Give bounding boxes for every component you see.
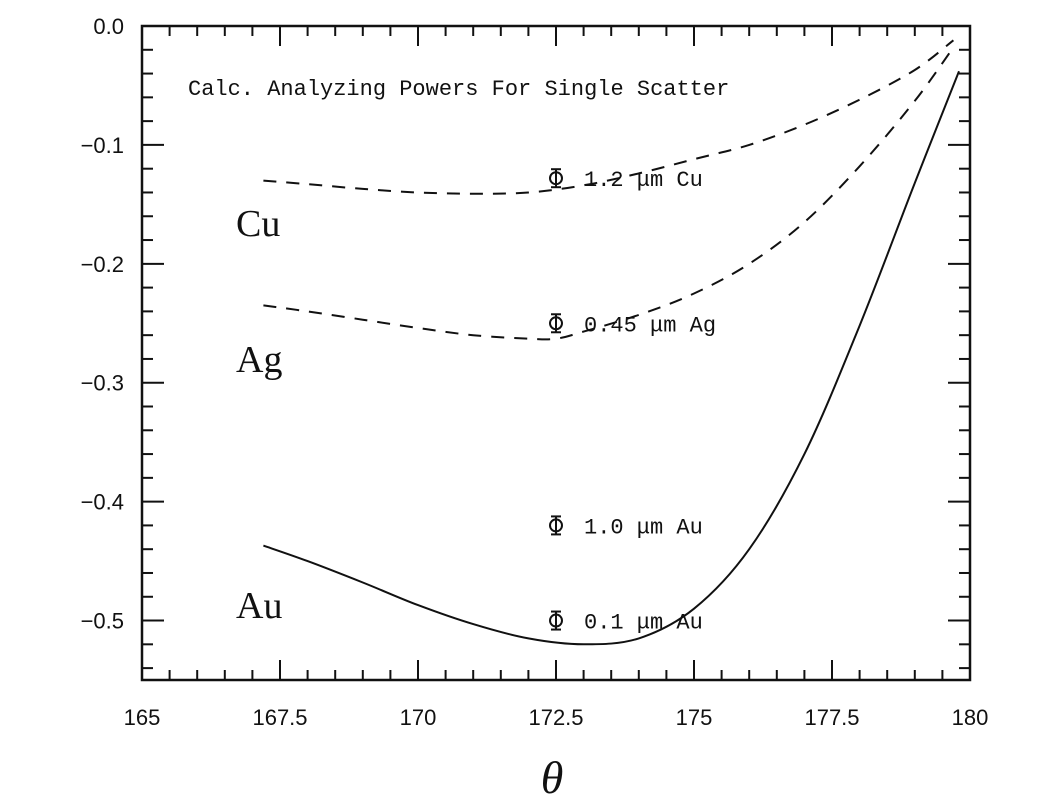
series-line-cu xyxy=(263,39,955,195)
series-label-cu: Cu xyxy=(236,203,280,245)
x-axis-label: θ xyxy=(541,752,564,803)
series-curves xyxy=(263,39,960,646)
x-tick-label: 180 xyxy=(952,705,989,730)
series-label-ag: Ag xyxy=(236,339,282,381)
data-point: 1.0 μm Au xyxy=(549,515,703,540)
data-point: 0.45 μm Ag xyxy=(549,313,716,338)
data-point: 1.2 μm Cu xyxy=(549,168,703,193)
x-tick-label: 177.5 xyxy=(804,705,859,730)
data-point-label: 0.45 μm Ag xyxy=(584,313,716,338)
y-tick-label: −0.2 xyxy=(81,252,124,277)
x-tick-label: 175 xyxy=(676,705,713,730)
axis-tick-labels: 165 167.5 170 172.5 175 177.5 180 0.0 −0.1 −0.2 −0… xyxy=(81,14,989,730)
x-tick-label: 167.5 xyxy=(252,705,307,730)
data-point: 0.1 μm Au xyxy=(549,610,703,636)
series-line-ag xyxy=(263,46,955,341)
series-label-au: Au xyxy=(236,585,282,627)
data-point-label: 0.1 μm Au xyxy=(584,611,703,636)
series-line-au xyxy=(263,70,960,646)
y-tick-label: −0.3 xyxy=(81,371,124,396)
y-tick-label: −0.5 xyxy=(81,609,124,634)
y-tick-label: −0.4 xyxy=(81,490,124,515)
data-point-label: 1.2 μm Cu xyxy=(584,168,703,193)
chart-title: Calc. Analyzing Powers For Single Scatte… xyxy=(188,77,729,102)
x-tick-label: 170 xyxy=(400,705,437,730)
y-tick-label: 0.0 xyxy=(93,14,124,39)
axis-ticks xyxy=(141,25,971,680)
data-point-label: 1.0 μm Au xyxy=(584,515,703,540)
y-tick-label: −0.1 xyxy=(81,133,124,158)
x-tick-label: 172.5 xyxy=(528,705,583,730)
data-points: 1.2 μm Cu 0.45 μm Ag 1.0 μm Au 0.1 μm Au xyxy=(549,168,716,636)
x-tick-label: 165 xyxy=(124,705,161,730)
